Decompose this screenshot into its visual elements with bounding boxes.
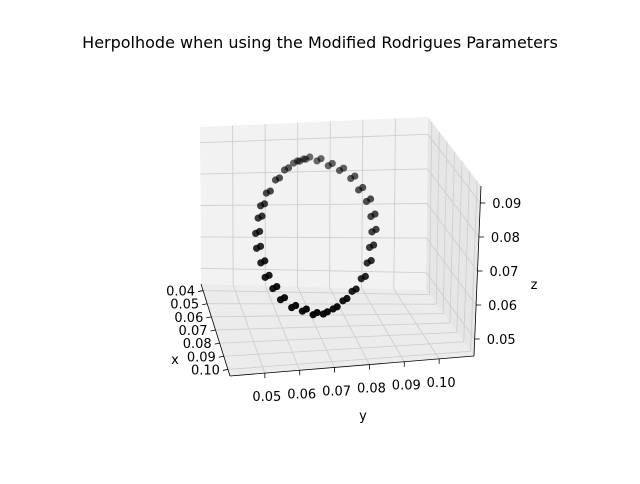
data-point [367,195,374,202]
y-tick-label: 0.06 [287,387,316,402]
data-point [276,174,283,181]
data-point [294,157,301,164]
x-tick [206,317,211,318]
data-point [368,257,375,264]
x-tick [215,343,220,344]
data-point [261,200,268,207]
x-tick [211,330,216,331]
data-point [256,228,263,235]
y-tick-label: 0.07 [322,384,351,399]
y-tick-label: 0.08 [357,382,386,397]
x-tick [219,356,224,357]
data-point [359,184,366,191]
data-point [261,257,268,264]
chart-title: Herpolhode when using the Modified Rodri… [0,33,640,52]
data-point [258,213,265,220]
z-tick-label: 0.08 [491,231,520,246]
y-tick-label: 0.09 [392,379,421,394]
x-tick-label: 0.10 [191,363,220,378]
x-tick [198,291,203,292]
data-point [306,153,313,160]
data-point [371,210,378,217]
x-tick [223,369,228,370]
y-tick-label: 0.05 [252,390,281,405]
data-point [370,241,377,248]
z-tick-label: 0.06 [488,299,517,314]
y-tick-label: 0.10 [427,376,456,391]
z-tick-label: 0.09 [492,197,521,212]
data-point [303,305,310,312]
data-point [257,243,264,250]
data-point [343,295,350,302]
data-point [285,164,292,171]
data-point [314,309,321,316]
z-tick-label: 0.05 [487,333,516,348]
data-point [324,308,331,315]
y-axis-label: y [359,409,367,424]
x-axis-label: x [171,353,179,368]
data-point [265,272,272,279]
data-point [340,165,347,172]
data-point [362,273,369,280]
data-point [267,187,274,194]
data-point [372,226,379,233]
data-point [351,172,358,179]
data-point [292,302,299,309]
x-tick [202,304,207,305]
data-point [281,294,288,301]
data-point [334,303,341,310]
data-point [317,155,324,162]
data-point [353,285,360,292]
data-point [273,283,280,290]
z-axis-label: z [531,278,538,293]
data-point [300,155,307,162]
data-point [329,160,336,167]
z-tick-label: 0.07 [490,265,519,280]
